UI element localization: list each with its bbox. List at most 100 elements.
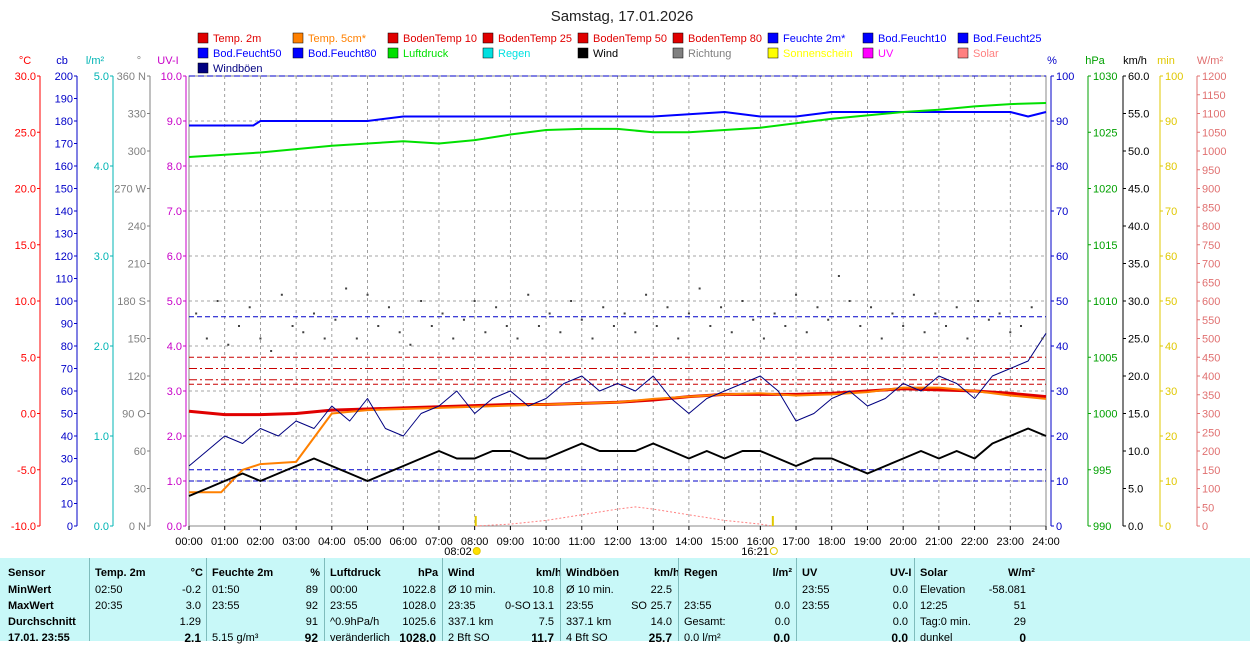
stats-column-separator	[442, 558, 443, 641]
axis-tick-label-rain: 0.0	[94, 521, 109, 533]
axis-tick-label-min: 70	[1165, 206, 1177, 218]
axis-tick-label-cb: 130	[55, 229, 73, 241]
stats-header-unit: W/m²	[1008, 567, 1035, 579]
legend-swatch	[577, 32, 589, 44]
x-tick-label: 05:00	[354, 536, 382, 548]
data-point	[880, 337, 883, 340]
x-tick-label: 15:00	[711, 536, 739, 548]
stats-cell-label: 23:55	[802, 600, 830, 612]
stats-cell-label: 23:55	[684, 600, 712, 612]
axis-tick-label-wind: 15.0	[1128, 409, 1149, 421]
stats-cell-value: 92	[304, 631, 318, 645]
axis-tick-label-uv: 7.0	[167, 206, 182, 218]
data-point	[462, 318, 465, 321]
legend-swatch	[387, 32, 399, 44]
axis-tick-label-uv: 0.0	[167, 521, 182, 533]
data-point	[923, 331, 926, 334]
data-point	[216, 300, 219, 302]
axis-tick-label-uv: 1.0	[167, 476, 182, 488]
axis-tick-label-temp: 10.0	[15, 296, 36, 308]
data-point	[848, 300, 851, 302]
axis-tick-label-uv: 2.0	[167, 431, 182, 443]
data-point	[784, 325, 787, 327]
data-point	[987, 318, 990, 321]
axis-tick-label-press: 1025	[1093, 127, 1117, 139]
axis-tick-label-solar: 750	[1202, 240, 1220, 252]
legend-label: BodenTemp 80	[688, 33, 762, 45]
x-tick-label: 04:00	[318, 536, 346, 548]
stats-cell-label: 0.0 l/m²	[684, 632, 721, 644]
legend-label: BodenTemp 25	[498, 33, 572, 45]
x-tick-label: 07:00	[425, 536, 453, 548]
axis-tick-label-cb: 10	[61, 499, 73, 511]
legend-swatch	[767, 47, 779, 59]
axis-tick-label-cb: 200	[55, 71, 73, 83]
axis-tick-label-min: 20	[1165, 431, 1177, 443]
axis-tick-label-wind: 25.0	[1128, 334, 1149, 346]
axis-tick-label-cb: 50	[61, 409, 73, 421]
stats-cell-label: 2 Bft SO	[448, 632, 490, 644]
stats-header: Solar	[920, 567, 948, 579]
stats-cell-value: 1.29	[179, 616, 201, 628]
legend-swatch	[482, 47, 494, 59]
chart-grid	[188, 75, 1047, 527]
axis-tick-label-hum: 40	[1056, 341, 1068, 353]
axis-tick-label-min: 0	[1165, 521, 1171, 533]
series-feuchte-2m-	[189, 111, 1047, 127]
data-point	[302, 331, 305, 334]
stats-cell-value: 10.8	[532, 584, 554, 596]
stats-cell-label: Ø 10 min.	[566, 584, 614, 596]
data-point	[805, 331, 808, 334]
axis-tick-label-cb: 0	[67, 521, 73, 533]
axis-unit-uv: UV-I	[157, 55, 178, 67]
axis-tick-label-min: 80	[1165, 161, 1177, 173]
axis-unit-solar: W/m²	[1197, 55, 1224, 67]
data-point	[559, 331, 562, 334]
axis-tick-label-dir: 60	[134, 446, 146, 458]
sun-mark-label: 16:21	[741, 546, 769, 558]
data-point	[677, 337, 680, 340]
legend-swatch	[862, 47, 874, 59]
legend-label: Temp. 5cm*	[308, 33, 367, 45]
x-tick-label: 11:00	[568, 536, 595, 548]
stats-header: Sensor	[8, 567, 46, 579]
legend-label: Sonnenschein	[783, 48, 853, 60]
axis-tick-label-solar: 250	[1202, 427, 1220, 439]
stats-cell-label: 12:25	[920, 600, 948, 612]
legend-swatch	[292, 47, 304, 59]
stats-column-separator	[324, 558, 325, 641]
axis-tick-label-uv: 3.0	[167, 386, 182, 398]
axis-tick-label-dir: 180 S	[117, 296, 146, 308]
axis-tick-label-press: 1030	[1093, 71, 1117, 83]
axis-tick-label-solar: 100	[1202, 484, 1220, 496]
legend-label: Windböen	[213, 63, 263, 75]
axis-tick-label-hum: 0	[1056, 521, 1062, 533]
axis-unit-dir: °	[137, 55, 141, 67]
axis-unit-press: hPa	[1085, 55, 1105, 67]
axis-tick-label-dir: 30	[134, 484, 146, 496]
data-point	[334, 318, 337, 321]
chart-legend: Temp. 2m Temp. 5cm* BodenTemp 10 BodenTemp …	[197, 32, 1042, 75]
stats-cell-value: 0.0	[774, 600, 790, 612]
stats-cell-value: 11.7	[531, 631, 554, 645]
stats-cell-label: 20:35	[95, 600, 123, 612]
legend-swatch	[482, 32, 494, 44]
data-point	[1020, 325, 1023, 327]
axis-tick-label-min: 90	[1165, 116, 1177, 128]
sun-icon	[472, 547, 481, 555]
axis-tick-label-uv: 6.0	[167, 251, 182, 263]
axis-tick-label-solar: 300	[1202, 409, 1220, 421]
data-point	[355, 337, 358, 340]
axis-tick-label-dir: 300	[128, 146, 146, 158]
data-point	[280, 293, 283, 296]
x-tick-label: 03:00	[282, 536, 310, 548]
x-tick-label: 17:00	[782, 536, 810, 548]
stats-cell-value: 1022.8	[402, 584, 436, 596]
axis-tick-label-wind: 20.0	[1128, 371, 1149, 383]
axis-tick-label-solar: 200	[1202, 446, 1220, 458]
axis-tick-label-press: 1000	[1093, 409, 1117, 421]
legend-label: Wind	[593, 48, 618, 60]
axis-tick-label-solar: 0	[1202, 521, 1208, 533]
data-point	[945, 325, 948, 327]
x-tick-label: 20:00	[889, 536, 917, 548]
